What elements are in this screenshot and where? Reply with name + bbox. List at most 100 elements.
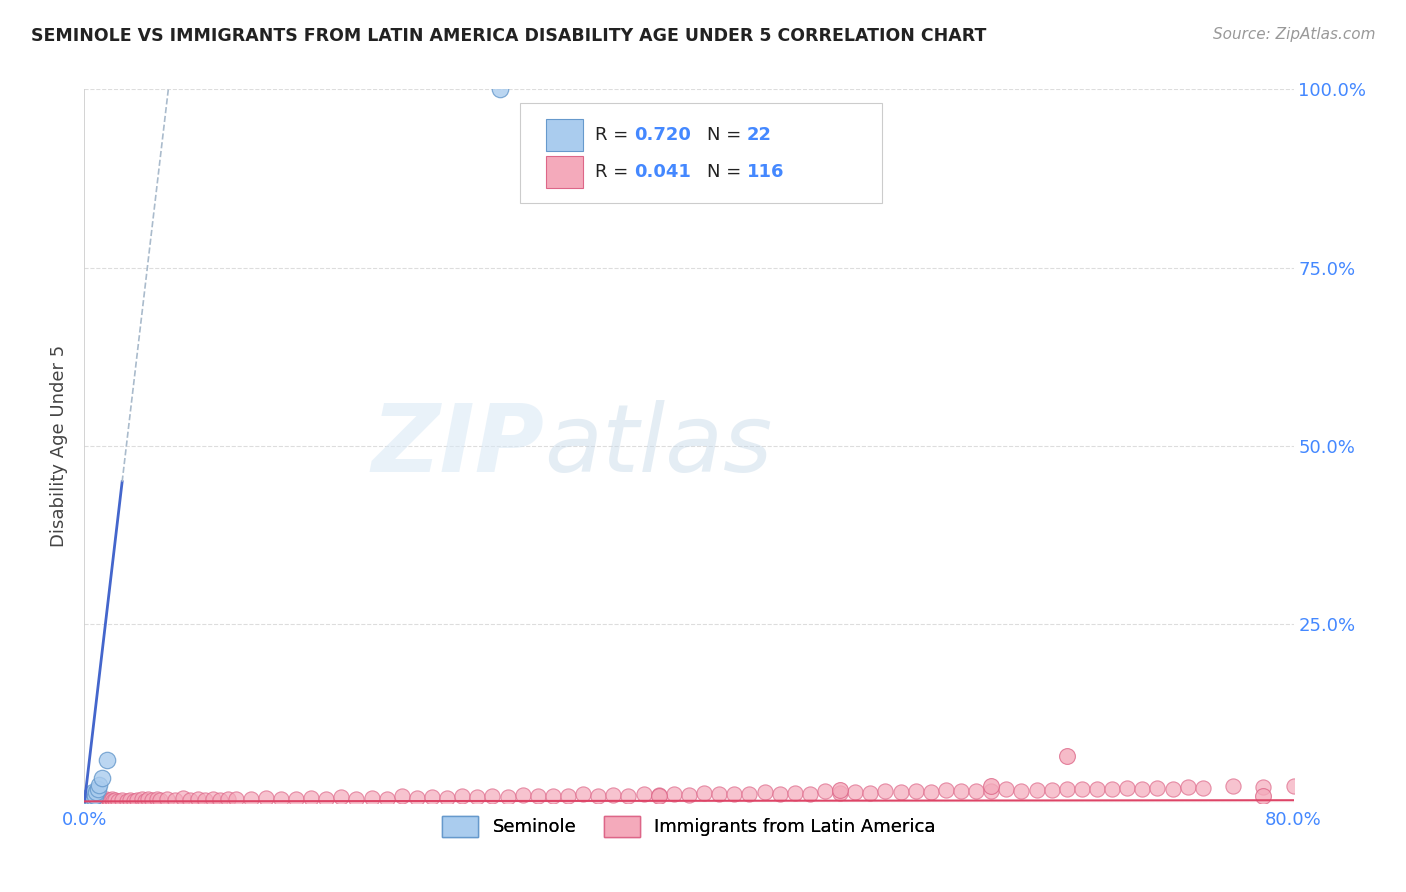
Point xyxy=(100,792,122,806)
Point xyxy=(118,793,141,807)
Point xyxy=(89,793,111,807)
Point xyxy=(270,792,292,806)
Point xyxy=(97,793,120,807)
Point xyxy=(76,793,98,807)
Point xyxy=(693,786,716,800)
Point xyxy=(93,794,115,808)
Point xyxy=(1040,783,1063,797)
Point xyxy=(859,786,882,800)
Point xyxy=(420,790,443,805)
Point xyxy=(588,789,610,803)
Point xyxy=(436,790,458,805)
Point xyxy=(82,792,104,806)
Point xyxy=(111,793,134,807)
Point xyxy=(830,786,852,800)
Point xyxy=(107,794,129,808)
Point xyxy=(96,794,118,808)
Point xyxy=(360,790,382,805)
Point xyxy=(75,794,97,808)
Point xyxy=(1282,779,1305,793)
Point xyxy=(77,793,100,807)
Point xyxy=(1116,780,1139,795)
Point xyxy=(527,789,550,804)
Point xyxy=(80,791,103,805)
Text: SEMINOLE VS IMMIGRANTS FROM LATIN AMERICA DISABILITY AGE UNDER 5 CORRELATION CHA: SEMINOLE VS IMMIGRANTS FROM LATIN AMERIC… xyxy=(31,27,986,45)
Point xyxy=(1253,780,1275,794)
Point xyxy=(844,785,866,799)
Point xyxy=(82,794,104,808)
Point xyxy=(149,793,172,807)
Point xyxy=(179,793,201,807)
Text: R =: R = xyxy=(595,126,634,144)
Point xyxy=(1071,782,1094,797)
Point xyxy=(451,789,474,803)
Point xyxy=(82,785,104,799)
Text: Source: ZipAtlas.com: Source: ZipAtlas.com xyxy=(1212,27,1375,42)
Point xyxy=(602,788,624,802)
Point xyxy=(96,753,118,767)
Text: N =: N = xyxy=(707,126,747,144)
Point xyxy=(481,789,503,804)
Point xyxy=(90,794,112,808)
Point xyxy=(799,787,821,801)
Point xyxy=(165,793,187,807)
Point xyxy=(617,789,640,803)
Point xyxy=(87,794,110,808)
Point xyxy=(980,780,1002,794)
Point xyxy=(80,793,103,807)
Point xyxy=(330,790,353,805)
Point xyxy=(315,792,337,806)
Point xyxy=(1253,789,1275,803)
Y-axis label: Disability Age Under 5: Disability Age Under 5 xyxy=(51,345,69,547)
Point xyxy=(84,794,107,808)
Point xyxy=(91,771,114,785)
Text: 0.720: 0.720 xyxy=(634,126,692,144)
Point xyxy=(187,792,209,806)
Point xyxy=(82,790,104,805)
Point xyxy=(75,794,97,808)
Point xyxy=(77,792,100,806)
Point xyxy=(950,784,973,798)
Point xyxy=(76,794,98,808)
Point xyxy=(1161,781,1184,796)
Point xyxy=(980,784,1002,798)
Point xyxy=(254,790,277,805)
Point xyxy=(375,791,398,805)
Point xyxy=(557,789,579,804)
Point xyxy=(346,791,368,805)
Point xyxy=(172,790,194,805)
Point xyxy=(489,82,512,96)
Point xyxy=(79,789,101,803)
Point xyxy=(80,787,103,801)
Point xyxy=(80,794,103,808)
Point xyxy=(391,789,413,804)
Point xyxy=(754,785,776,799)
Point xyxy=(830,783,852,797)
Point xyxy=(1130,781,1153,796)
Point xyxy=(89,778,111,792)
Point xyxy=(648,789,671,803)
Point xyxy=(76,794,98,808)
Point xyxy=(217,792,239,806)
Point xyxy=(935,783,957,797)
Point xyxy=(783,786,806,800)
Text: 116: 116 xyxy=(747,163,785,181)
Point xyxy=(648,788,671,802)
Point xyxy=(723,787,745,801)
Point xyxy=(904,784,927,798)
Point xyxy=(965,783,987,797)
Point xyxy=(136,791,159,805)
Point xyxy=(1025,783,1047,797)
Point xyxy=(156,792,179,806)
Point xyxy=(769,787,792,801)
Point xyxy=(194,793,217,807)
Point xyxy=(141,793,163,807)
Point xyxy=(1192,780,1215,795)
Text: atlas: atlas xyxy=(544,401,772,491)
Point xyxy=(79,794,101,808)
Point xyxy=(91,793,114,807)
Point xyxy=(1085,781,1108,796)
Point xyxy=(738,787,761,801)
Point xyxy=(86,785,108,799)
Point xyxy=(709,787,731,801)
